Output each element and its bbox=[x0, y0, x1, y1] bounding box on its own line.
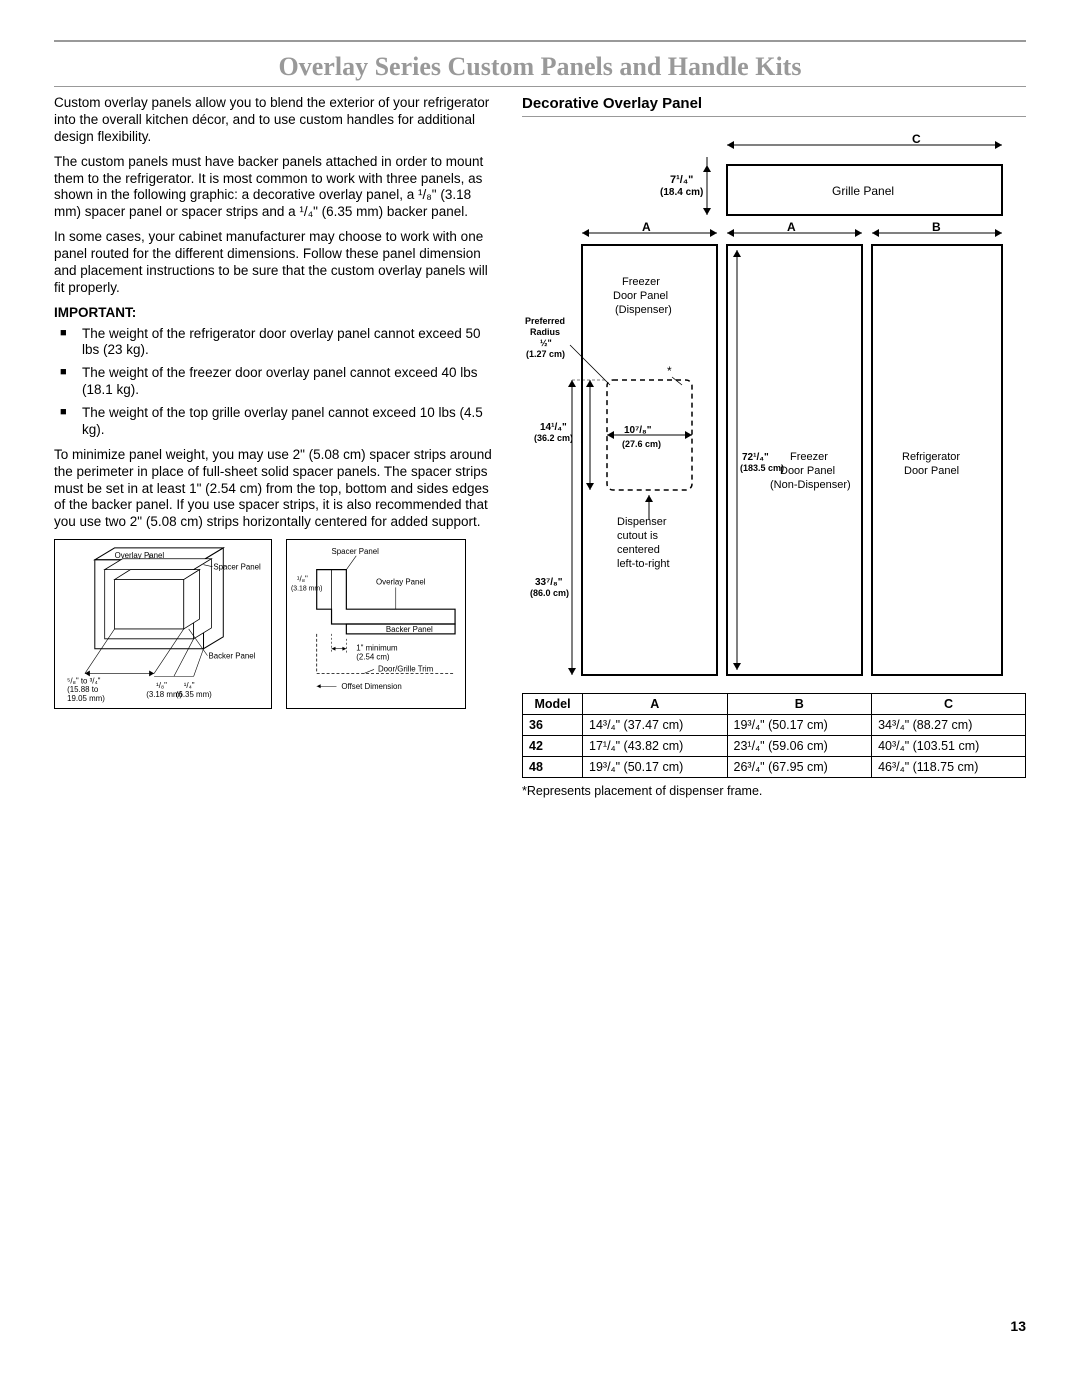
dn3: centered bbox=[617, 544, 660, 556]
h1b: (18.4 cm) bbox=[660, 187, 703, 198]
pr3: ½" bbox=[540, 338, 552, 348]
para-4: To minimize panel weight, you may use 2"… bbox=[54, 447, 494, 531]
dn4: left-to-right bbox=[617, 558, 670, 570]
fnd2: Door Panel bbox=[780, 465, 835, 477]
dn1: Dispenser bbox=[617, 516, 667, 528]
right-column: Decorative Overlay Panel C Grille Panel … bbox=[522, 95, 1026, 798]
label-spacer2: Spacer Panel bbox=[332, 547, 380, 556]
para-1: Custom overlay panels allow you to blend… bbox=[54, 95, 494, 146]
fnd1: Freezer bbox=[790, 451, 828, 463]
left-column: Custom overlay panels allow you to blend… bbox=[54, 95, 494, 709]
label-backer2: Backer Panel bbox=[386, 625, 433, 634]
one-eighth-mm: (3.18 mm) bbox=[291, 586, 322, 593]
th-C: C bbox=[872, 694, 1026, 715]
page-number: 13 bbox=[54, 1318, 1026, 1334]
important-label: IMPORTANT: bbox=[54, 305, 494, 322]
dim-A2: A bbox=[787, 220, 796, 234]
main-diagram: C Grille Panel 7¹/₄" (18.4 cm) A bbox=[522, 125, 1022, 690]
cross-section-diagram: Spacer Panel ¹/₈" (3.18 mm) Overlay Pane… bbox=[286, 539, 466, 709]
dim-3: ¹/₄" bbox=[184, 681, 195, 690]
para-3: In some cases, your cabinet manufacturer… bbox=[54, 229, 494, 297]
bullet-1: The weight of the refrigerator door over… bbox=[54, 326, 494, 360]
d4: 33⁷/₈" bbox=[535, 577, 563, 588]
door-trim-label: Door/Grille Trim bbox=[378, 665, 434, 674]
r1: Refrigerator bbox=[902, 451, 960, 463]
dim-B: B bbox=[932, 220, 941, 234]
star: * bbox=[667, 364, 672, 378]
d3: 72¹/₄" bbox=[742, 452, 769, 463]
dim-2: ¹/₈" bbox=[156, 681, 167, 690]
dim-A1: A bbox=[642, 220, 651, 234]
label-overlay2: Overlay Panel bbox=[376, 578, 426, 587]
dim-1b: (15.88 to bbox=[67, 685, 99, 694]
iso-diagram: Overlay Panel Spacer Panel Backer Panel bbox=[54, 539, 272, 709]
page-title: Overlay Series Custom Panels and Handle … bbox=[54, 52, 1026, 82]
pr1: Preferred bbox=[525, 316, 565, 326]
min-label: 1" minimum bbox=[356, 644, 398, 653]
th-A: A bbox=[583, 694, 728, 715]
one-eighth: ¹/₈" bbox=[297, 575, 308, 584]
bullet-3: The weight of the top grille overlay pan… bbox=[54, 405, 494, 439]
fnd3: (Non-Dispenser) bbox=[770, 479, 851, 491]
label-spacer: Spacer Panel bbox=[213, 563, 261, 572]
fd1: Freezer bbox=[622, 276, 660, 288]
dimensions-table: Model A B C 36 14³/₄" (37.47 cm) 19³/₄" … bbox=[522, 693, 1026, 778]
fd3: (Dispenser) bbox=[615, 304, 672, 316]
label-backer: Backer Panel bbox=[208, 652, 255, 661]
d1b: (36.2 cm) bbox=[534, 433, 573, 443]
r2: Door Panel bbox=[904, 465, 959, 477]
d3b: (183.5 cm) bbox=[740, 463, 784, 473]
dim-3b: (6.35 mm) bbox=[176, 690, 212, 699]
fd2: Door Panel bbox=[613, 290, 668, 302]
bullet-2: The weight of the freezer door overlay p… bbox=[54, 365, 494, 399]
dn2: cutout is bbox=[617, 530, 658, 542]
dim-C: C bbox=[912, 132, 921, 146]
h1: 7¹/₄" bbox=[670, 174, 693, 186]
th-B: B bbox=[727, 694, 872, 715]
dim-1: ⁵/₈" to ³/₄" bbox=[67, 676, 101, 685]
dim-1c: 19.05 mm) bbox=[67, 694, 105, 703]
decorative-heading: Decorative Overlay Panel bbox=[522, 95, 1026, 112]
offset-label: Offset Dimension bbox=[341, 682, 401, 691]
footnote: *Represents placement of dispenser frame… bbox=[522, 784, 1026, 798]
pr2: Radius bbox=[530, 327, 560, 337]
d2b: (27.6 cm) bbox=[622, 439, 661, 449]
small-diagrams: Overlay Panel Spacer Panel Backer Panel bbox=[54, 539, 494, 709]
table-row: 42 17¹/₄" (43.82 cm) 23¹/₄" (59.06 cm) 4… bbox=[523, 736, 1026, 757]
d4b: (86.0 cm) bbox=[530, 588, 569, 598]
d2: 10⁷/₈" bbox=[624, 425, 652, 436]
d1: 14¹/₄" bbox=[540, 422, 567, 433]
grille-label: Grille Panel bbox=[832, 184, 894, 198]
table-row: 36 14³/₄" (37.47 cm) 19³/₄" (50.17 cm) 3… bbox=[523, 715, 1026, 736]
para-2: The custom panels must have backer panel… bbox=[54, 154, 494, 222]
min-label-b: (2.54 cm) bbox=[356, 653, 390, 662]
table-row: 48 19³/₄" (50.17 cm) 26³/₄" (67.95 cm) 4… bbox=[523, 757, 1026, 778]
pr4: (1.27 cm) bbox=[526, 349, 565, 359]
th-model: Model bbox=[523, 694, 583, 715]
